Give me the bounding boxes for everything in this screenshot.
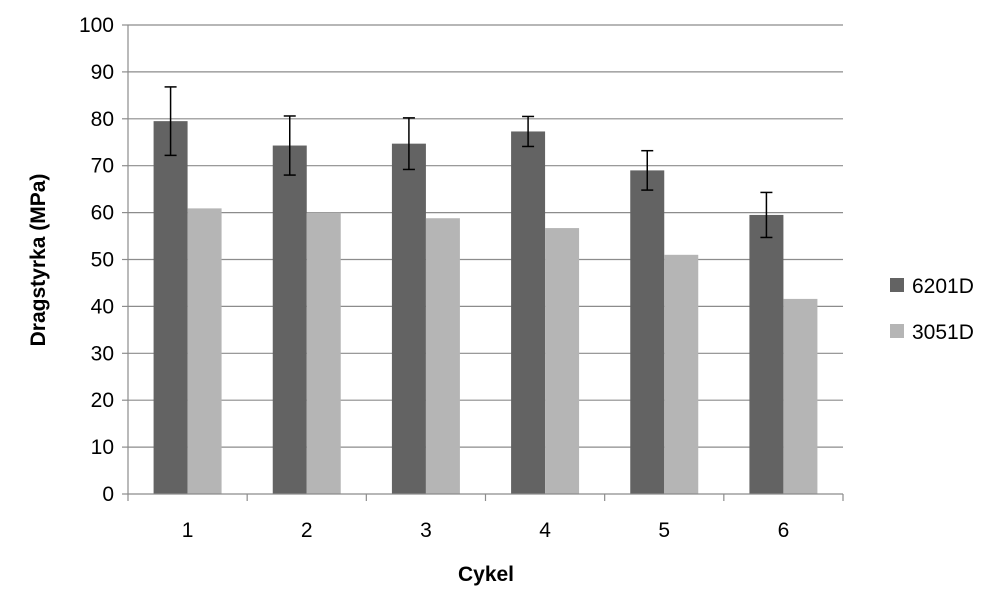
x-tick-label-3: 3: [420, 519, 432, 542]
legend-label-3051D: 3051D: [912, 321, 974, 344]
x-tick-label-2: 2: [301, 519, 313, 542]
bar-6201D-1: [153, 121, 188, 495]
bars: [153, 121, 818, 495]
legend-swatch-3051D: [890, 324, 904, 338]
bar-6201D-3: [391, 143, 426, 495]
y-tick-label-30: 30: [91, 342, 114, 365]
y-tick-label-70: 70: [91, 155, 114, 178]
bar-3051D-2: [306, 212, 341, 494]
x-tick-label-4: 4: [539, 519, 551, 542]
x-tick-label-6: 6: [778, 519, 790, 542]
y-tick-label-40: 40: [91, 295, 114, 318]
bar-6201D-4: [511, 131, 546, 494]
x-tick-labels: 1 2 3 4 5 6: [182, 519, 790, 542]
error-bar-6201D-2: [283, 115, 296, 176]
y-tick-label-80: 80: [91, 108, 114, 131]
axes: [122, 24, 844, 501]
y-tick-label-60: 60: [91, 202, 114, 225]
bar-3051D-6: [783, 298, 818, 494]
error-bars: [164, 86, 773, 239]
bar-6201D-6: [749, 214, 784, 494]
error-bar-6201D-1: [164, 86, 177, 157]
bar-6201D-5: [630, 170, 665, 494]
bar-3051D-5: [664, 254, 699, 494]
y-axis-title: Dragstyrka (MPa): [27, 174, 50, 347]
legend-swatch-6201D: [890, 278, 904, 292]
x-tick-label-1: 1: [182, 519, 194, 542]
error-bar-6201D-4: [522, 115, 535, 148]
legend: 6201D 3051D: [890, 275, 974, 344]
y-tick-label-0: 0: [102, 483, 114, 506]
error-bar-6201D-6: [760, 191, 773, 239]
bar-3051D-1: [187, 208, 222, 494]
y-tick-label-100: 100: [79, 14, 114, 37]
x-axis-title: Cykel: [458, 563, 514, 586]
y-tick-label-20: 20: [91, 389, 114, 412]
y-tick-label-90: 90: [91, 61, 114, 84]
y-tick-label-50: 50: [91, 249, 114, 272]
bar-3051D-3: [425, 218, 460, 494]
bar-6201D-2: [272, 145, 307, 494]
gridlines: [128, 24, 843, 448]
bar-3051D-4: [545, 228, 580, 494]
y-tick-label-10: 10: [91, 436, 114, 459]
error-bar-6201D-5: [641, 149, 654, 191]
y-tick-labels: 0 10 20 30 40 50 60 70 80 90 100: [79, 14, 114, 506]
legend-label-6201D: 6201D: [912, 275, 974, 298]
x-tick-label-5: 5: [658, 519, 670, 542]
error-bar-6201D-3: [402, 117, 415, 171]
